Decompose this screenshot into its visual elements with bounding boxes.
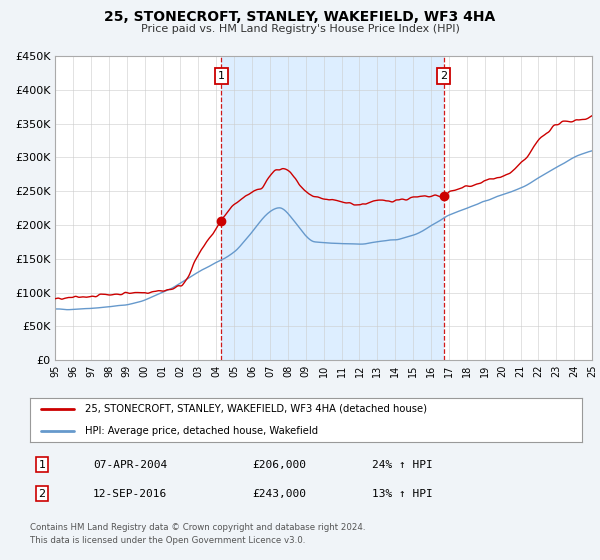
Text: 2: 2 (38, 489, 46, 499)
Text: Contains HM Land Registry data © Crown copyright and database right 2024.: Contains HM Land Registry data © Crown c… (30, 523, 365, 532)
Text: Price paid vs. HM Land Registry's House Price Index (HPI): Price paid vs. HM Land Registry's House … (140, 24, 460, 34)
Text: 1: 1 (38, 460, 46, 470)
Text: 13% ↑ HPI: 13% ↑ HPI (372, 489, 433, 499)
Text: HPI: Average price, detached house, Wakefield: HPI: Average price, detached house, Wake… (85, 426, 319, 436)
Text: £206,000: £206,000 (252, 460, 306, 470)
Text: 2: 2 (440, 71, 448, 81)
Text: 12-SEP-2016: 12-SEP-2016 (93, 489, 167, 499)
Text: 1: 1 (218, 71, 224, 81)
Text: 07-APR-2004: 07-APR-2004 (93, 460, 167, 470)
Text: £243,000: £243,000 (252, 489, 306, 499)
Text: 24% ↑ HPI: 24% ↑ HPI (372, 460, 433, 470)
Bar (221, 56, 444, 360)
Text: 25, STONECROFT, STANLEY, WAKEFIELD, WF3 4HA: 25, STONECROFT, STANLEY, WAKEFIELD, WF3 … (104, 10, 496, 24)
Text: 25, STONECROFT, STANLEY, WAKEFIELD, WF3 4HA (detached house): 25, STONECROFT, STANLEY, WAKEFIELD, WF3 … (85, 404, 427, 414)
Text: This data is licensed under the Open Government Licence v3.0.: This data is licensed under the Open Gov… (30, 536, 305, 545)
